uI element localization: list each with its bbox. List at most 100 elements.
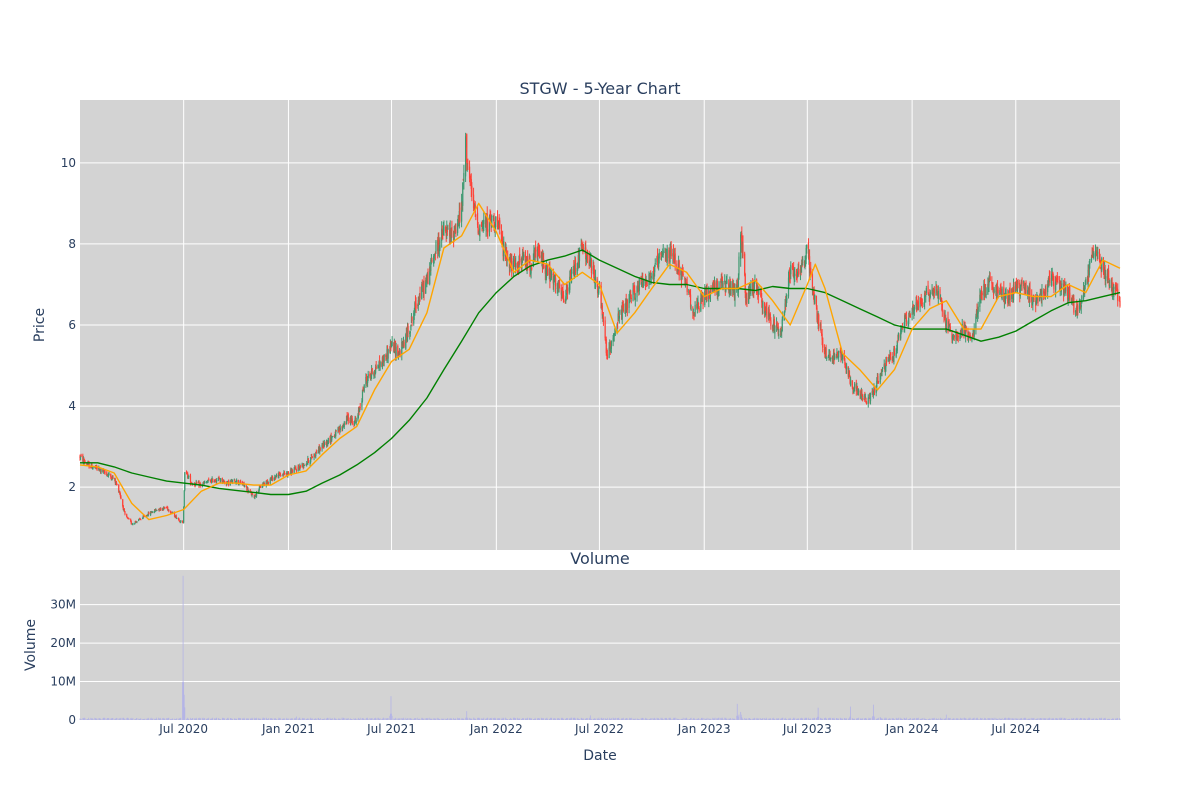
volume-bar	[1068, 718, 1070, 720]
candle-body	[864, 396, 867, 398]
volume-bar	[660, 717, 662, 720]
candle-body	[851, 380, 853, 387]
volume-bar	[82, 718, 84, 720]
candle-body	[537, 248, 539, 257]
volume-bar	[314, 718, 316, 720]
volume-bar	[1000, 719, 1002, 720]
volume-bar	[163, 718, 165, 720]
volume-bar	[160, 718, 162, 720]
candle-body	[357, 415, 359, 420]
volume-bar	[237, 718, 239, 720]
volume-bar	[622, 718, 624, 720]
volume-bar	[277, 719, 279, 720]
candle-body	[1036, 296, 1038, 301]
candle-body	[948, 323, 950, 326]
volume-bar	[825, 717, 826, 720]
candle-body	[865, 402, 868, 405]
volume-bar	[1067, 719, 1069, 720]
volume-bar	[708, 718, 710, 720]
candle-body	[409, 331, 411, 334]
volume-bar	[965, 718, 967, 720]
date-tick-label: Jan 2023	[677, 722, 731, 736]
volume-bar	[155, 717, 157, 720]
volume-bar	[374, 718, 375, 720]
volume-bar	[543, 718, 545, 720]
candle-body	[820, 332, 823, 334]
candle-body	[278, 472, 280, 474]
candle-body	[765, 304, 767, 311]
candle-body	[553, 278, 555, 286]
candle-body	[896, 340, 898, 351]
candle-body	[482, 223, 484, 229]
volume-bar	[916, 717, 918, 720]
volume-bar	[1003, 719, 1005, 720]
volume-bar	[813, 717, 815, 720]
volume-bar	[116, 718, 118, 720]
volume-bar	[443, 718, 445, 720]
volume-bar	[341, 717, 343, 720]
volume-bar	[204, 718, 206, 720]
volume-bar	[135, 718, 137, 720]
volume-bar	[786, 719, 788, 720]
candle-body	[861, 398, 864, 401]
volume-bar	[882, 718, 883, 720]
volume-bar	[284, 718, 285, 720]
candle-body	[653, 273, 655, 279]
volume-bar	[566, 718, 568, 720]
volume-bar	[756, 717, 758, 720]
volume-bar	[912, 718, 914, 720]
volume-bar	[836, 718, 838, 720]
volume-bar	[358, 718, 360, 720]
volume-bar	[390, 696, 392, 720]
volume-bar	[120, 718, 121, 720]
volume-bar	[401, 718, 403, 720]
candle-body	[237, 479, 239, 484]
candle-body	[156, 510, 158, 512]
volume-bar	[718, 717, 719, 720]
volume-bar	[809, 718, 811, 720]
volume-bar	[989, 718, 991, 720]
candle-body	[419, 292, 421, 299]
volume-bar	[458, 718, 460, 720]
volume-bar	[941, 719, 943, 720]
volume-bar	[239, 718, 241, 720]
volume-bar	[928, 719, 930, 720]
volume-bar	[603, 718, 604, 720]
volume-bar	[870, 718, 871, 720]
volume-bar	[415, 718, 417, 720]
volume-bar	[198, 719, 200, 720]
volume-bar	[306, 718, 308, 720]
candle-body	[604, 320, 606, 339]
volume-bar	[977, 717, 979, 720]
volume-bar	[349, 719, 351, 720]
volume-bar	[463, 719, 465, 720]
volume-bar	[632, 718, 634, 720]
candle-body	[741, 233, 743, 251]
volume-bar	[1072, 718, 1074, 720]
volume-bar	[808, 719, 810, 720]
volume-bar	[94, 717, 96, 720]
candle-body	[825, 347, 827, 358]
volume-bar	[626, 718, 628, 720]
volume-bar	[1075, 718, 1077, 720]
candle-body	[413, 312, 415, 324]
volume-bar	[1032, 719, 1034, 720]
candle-body	[454, 228, 456, 231]
volume-bar	[724, 717, 726, 720]
volume-bar	[650, 718, 652, 720]
volume-bar	[247, 718, 249, 720]
candle-body	[570, 272, 573, 283]
candle-body	[947, 317, 949, 332]
candle-body	[99, 469, 101, 470]
volume-bar	[302, 718, 304, 720]
volume-bar	[552, 718, 554, 720]
candle-body	[943, 311, 945, 319]
volume-bar	[865, 718, 867, 720]
volume-bar	[967, 718, 969, 720]
volume-bar	[1041, 717, 1043, 720]
candle-body	[632, 289, 634, 301]
candle-body	[594, 276, 597, 283]
candle-body	[596, 278, 598, 284]
candle-body	[258, 490, 260, 493]
candle-body	[670, 246, 672, 257]
